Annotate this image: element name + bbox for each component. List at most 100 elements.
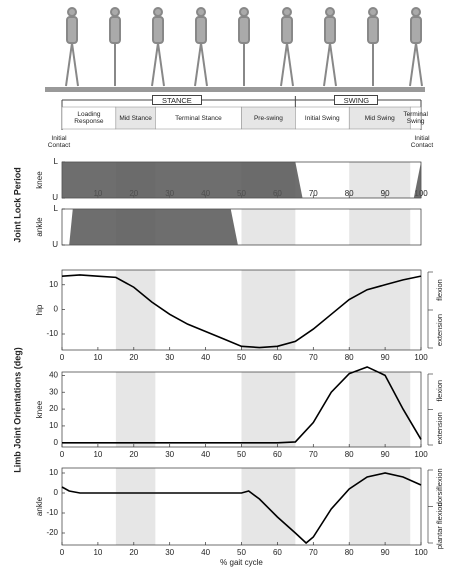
phase-band: [116, 270, 155, 350]
x-tick-label: 90: [381, 548, 390, 557]
walker-head: [68, 8, 76, 16]
y-tick-label: L: [54, 157, 59, 166]
walker-head: [412, 8, 420, 16]
x-tick-label: 0: [60, 450, 65, 459]
phase-band: [242, 468, 296, 545]
y-axis-label: hip: [35, 304, 44, 315]
walker-head: [240, 8, 248, 16]
x-tick-label: 70: [309, 450, 318, 459]
x-tick-label: 30: [165, 450, 174, 459]
y-axis-label: knee: [35, 400, 44, 418]
phase-label: Terminal Stance: [155, 107, 241, 129]
walker-head: [369, 8, 377, 16]
x-tick-label: 70: [309, 353, 318, 362]
walker-head: [197, 8, 205, 16]
y-tick-label: U: [52, 193, 58, 202]
phase-band: [349, 468, 410, 545]
annotation: flexion: [435, 380, 444, 402]
x-tick-label: 60: [273, 548, 282, 557]
walker-leg: [201, 43, 207, 86]
walker-head: [111, 8, 119, 16]
y-tick-label: L: [54, 204, 59, 213]
walker-torso: [153, 17, 163, 43]
walker-leg: [158, 43, 164, 86]
x-tick-label: 50: [237, 548, 246, 557]
walker-leg: [416, 43, 422, 86]
annotation: dorsiflexion: [435, 468, 444, 506]
y-tick-label: 20: [49, 404, 58, 413]
x-tick-label: 0: [60, 548, 65, 557]
x-tick-label: 30: [165, 353, 174, 362]
phase-band: [242, 270, 296, 350]
x-tick-label: 30: [165, 548, 174, 557]
walker-leg: [287, 43, 293, 86]
phase-band: [349, 372, 410, 447]
walker-head: [154, 8, 162, 16]
orientation-title: Limb Joint Orientations (deg): [12, 347, 22, 473]
phase-band: [349, 270, 410, 350]
walker-torso: [411, 17, 421, 43]
figure: Joint Lock Period Limb Joint Orientation…: [0, 0, 454, 569]
x-tick-label: 100: [414, 353, 428, 362]
y-tick-label: 40: [49, 370, 58, 379]
x-tick-label: 40: [201, 548, 210, 557]
annotation: flexion: [435, 279, 444, 301]
x-tick-label: 100: [414, 450, 428, 459]
x-tick-label: 60: [273, 353, 282, 362]
phase-band: [116, 372, 155, 447]
walker-head: [283, 8, 291, 16]
stance-label: STANCE: [152, 95, 202, 105]
y-tick-label: 0: [54, 488, 59, 497]
x-tick-label: 100: [414, 548, 428, 557]
x-tick-label: 60: [273, 450, 282, 459]
y-tick-label: U: [52, 240, 58, 249]
swing-label: SWING: [334, 95, 378, 105]
y-axis-label: ankle: [35, 496, 44, 516]
walker-leg: [152, 43, 158, 86]
phase-band: [242, 209, 296, 245]
walker-torso: [110, 17, 120, 43]
walker-leg: [410, 43, 416, 86]
x-tick-label: 50: [237, 353, 246, 362]
x-tick-label: 10: [93, 548, 102, 557]
phase-label: Pre-swing: [242, 107, 296, 129]
phase-band: [242, 372, 296, 447]
walker-torso: [239, 17, 249, 43]
walker-torso: [196, 17, 206, 43]
y-tick-label: -10: [46, 508, 58, 517]
x-tick-label: 80: [345, 548, 354, 557]
y-tick-label: 30: [49, 387, 58, 396]
y-tick-label: 0: [54, 304, 59, 313]
y-tick-label: -10: [46, 329, 58, 338]
walker-torso: [67, 17, 77, 43]
annotation: plantar flexion: [435, 502, 444, 549]
x-tick-label: 20: [129, 548, 138, 557]
walker-leg: [66, 43, 72, 86]
x-tick-label: 10: [93, 353, 102, 362]
phase-label: Mid Stance: [116, 107, 155, 129]
x-tick-label: 10: [93, 450, 102, 459]
y-tick-label: 0: [54, 438, 59, 447]
y-tick-label: 10: [49, 468, 58, 477]
x-tick-label: 80: [345, 450, 354, 459]
phase-label: Loading Response: [62, 107, 116, 129]
walker-torso: [282, 17, 292, 43]
walker-torso: [325, 17, 335, 43]
walker-leg: [281, 43, 287, 86]
walker-leg: [72, 43, 78, 86]
lock-area: [69, 209, 238, 245]
phase-band: [116, 468, 155, 545]
phase-label: Initial Swing: [295, 107, 349, 129]
y-tick-label: 10: [49, 421, 58, 430]
x-tick-label: 20: [129, 450, 138, 459]
phase-band: [349, 209, 410, 245]
phase-label: Terminal Swing: [410, 107, 421, 129]
annotation: extension: [435, 314, 444, 346]
lock-title: Joint Lock Period: [12, 167, 22, 243]
chart: Joint Lock Period Limb Joint Orientation…: [0, 0, 454, 569]
walker-leg: [195, 43, 201, 86]
initial-contact: Initial Contact: [407, 134, 437, 150]
x-tick-label: 40: [201, 353, 210, 362]
x-tick-label: 20: [129, 353, 138, 362]
x-tick-label: 90: [381, 353, 390, 362]
